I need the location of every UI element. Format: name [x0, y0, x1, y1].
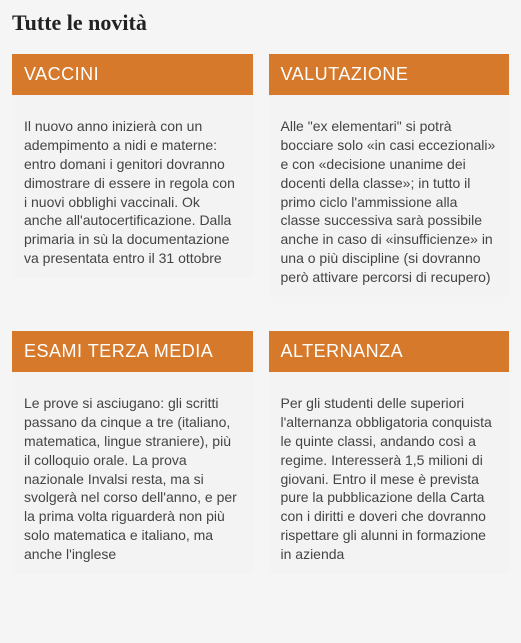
- card-vaccini: VACCINI Il nuovo anno inizierà con un ad…: [12, 54, 253, 297]
- card-body: Le prove si asciugano: gli scritti passa…: [12, 372, 253, 574]
- card-esami-terza-media: ESAMI TERZA MEDIA Le prove si asciugano:…: [12, 331, 253, 574]
- card-valutazione: VALUTAZIONE Alle "ex elementari" si potr…: [269, 54, 510, 297]
- card-header: VALUTAZIONE: [269, 54, 510, 95]
- card-header: VACCINI: [12, 54, 253, 95]
- card-body: Il nuovo anno inizierà con un adempiment…: [12, 95, 253, 278]
- card-body: Per gli studenti delle superiori l'alter…: [269, 372, 510, 574]
- card-body: Alle "ex elementari" si potrà bocciare s…: [269, 95, 510, 297]
- card-alternanza: ALTERNANZA Per gli studenti delle superi…: [269, 331, 510, 574]
- card-header: ALTERNANZA: [269, 331, 510, 372]
- page-title: Tutte le novità: [12, 10, 509, 36]
- card-header: ESAMI TERZA MEDIA: [12, 331, 253, 372]
- cards-grid: VACCINI Il nuovo anno inizierà con un ad…: [12, 54, 509, 574]
